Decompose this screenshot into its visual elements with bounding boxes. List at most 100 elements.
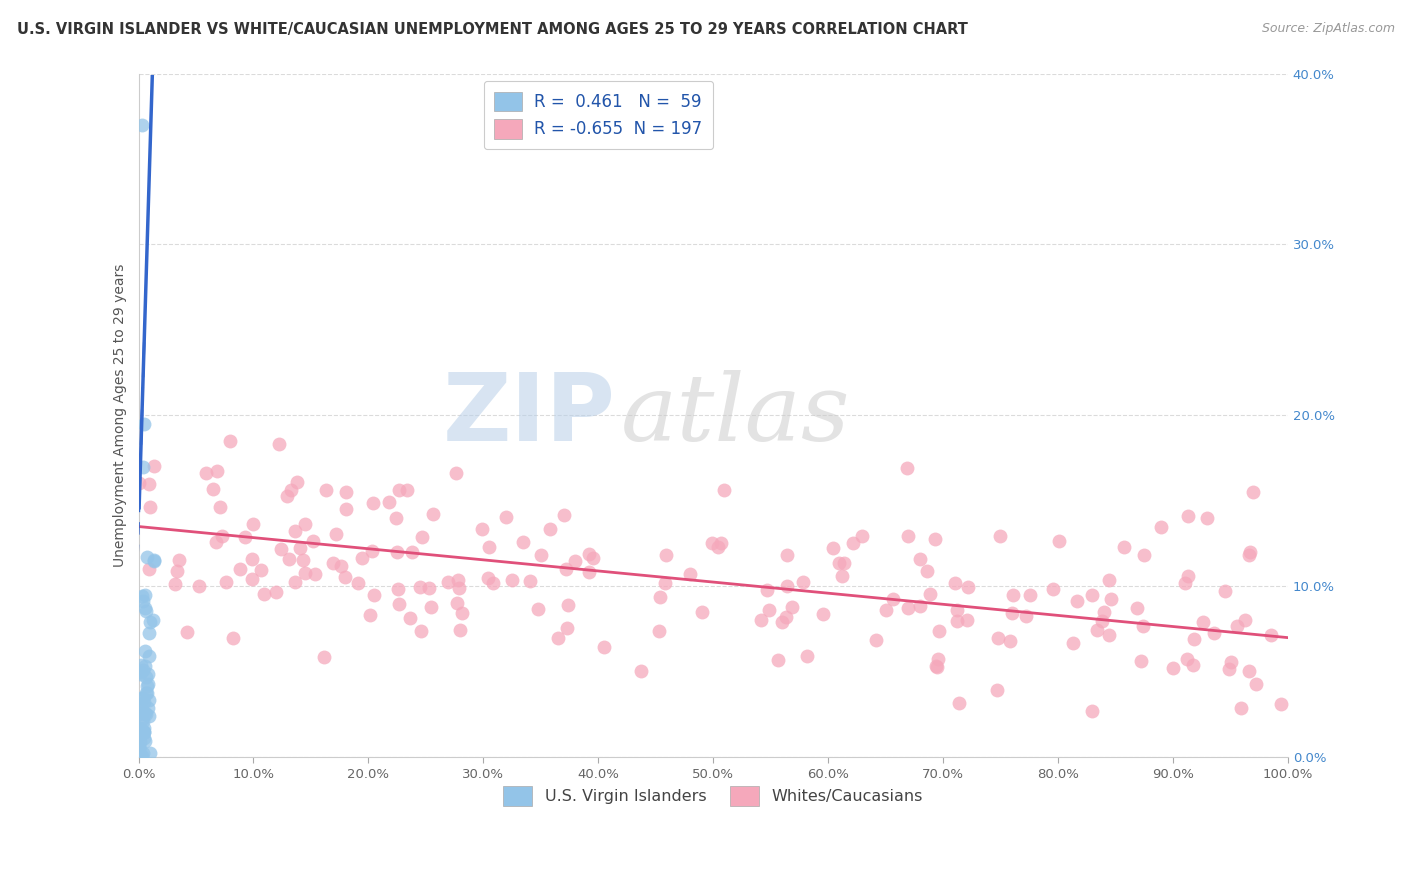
Point [138, 677, 160, 691]
Point [409, 624, 432, 639]
Point [131, 725, 153, 739]
Point [285, 475, 308, 489]
Point [654, 575, 676, 590]
Point [770, 615, 793, 629]
Point [240, 552, 263, 566]
Point [1080, 588, 1102, 602]
Point [1192, 615, 1215, 630]
Point [897, 528, 920, 542]
Point [132, 746, 155, 760]
Point [335, 502, 357, 516]
Point [1099, 592, 1122, 607]
Point [277, 552, 299, 566]
Point [136, 549, 159, 564]
Point [134, 643, 156, 657]
Point [1241, 485, 1264, 500]
Point [240, 572, 263, 586]
Point [1001, 606, 1024, 620]
Point [1092, 605, 1115, 619]
Point [1150, 519, 1173, 533]
Point [128, 740, 150, 755]
Point [135, 604, 157, 618]
Point [361, 496, 384, 510]
Point [749, 613, 772, 627]
Point [1197, 511, 1219, 525]
Point [527, 602, 550, 616]
Point [553, 508, 575, 523]
Point [129, 735, 152, 749]
Point [437, 574, 460, 589]
Point [135, 670, 157, 684]
Point [363, 588, 385, 602]
Point [419, 600, 441, 615]
Point [1000, 634, 1022, 648]
Point [131, 703, 153, 717]
Point [315, 483, 337, 497]
Point [512, 535, 534, 549]
Point [713, 483, 735, 498]
Y-axis label: Unemployment Among Ages 25 to 29 years: Unemployment Among Ages 25 to 29 years [114, 264, 128, 567]
Point [132, 723, 155, 738]
Point [782, 599, 804, 614]
Point [1246, 676, 1268, 690]
Point [135, 706, 157, 721]
Point [132, 714, 155, 729]
Point [176, 625, 198, 640]
Point [478, 540, 501, 554]
Point [167, 553, 190, 567]
Point [128, 721, 150, 735]
Point [1239, 548, 1261, 562]
Point [915, 565, 938, 579]
Point [385, 511, 408, 525]
Point [219, 434, 242, 449]
Point [519, 574, 541, 588]
Point [284, 575, 307, 590]
Point [136, 666, 159, 681]
Point [139, 746, 162, 760]
Point [925, 659, 948, 673]
Point [388, 483, 411, 497]
Point [408, 580, 430, 594]
Point [1042, 582, 1064, 597]
Point [131, 723, 153, 738]
Point [214, 574, 236, 589]
Point [131, 748, 153, 763]
Point [1001, 588, 1024, 602]
Point [264, 585, 287, 599]
Point [557, 598, 579, 612]
Point [128, 747, 150, 762]
Point [288, 541, 311, 556]
Point [294, 566, 316, 580]
Point [131, 665, 153, 680]
Point [1226, 618, 1249, 632]
Point [135, 686, 157, 700]
Point [138, 625, 160, 640]
Point [1066, 593, 1088, 607]
Point [135, 686, 157, 700]
Point [128, 476, 150, 491]
Point [823, 541, 845, 555]
Point [792, 574, 814, 589]
Point [768, 653, 790, 667]
Point [529, 549, 551, 563]
Point [134, 588, 156, 602]
Point [482, 576, 505, 591]
Point [128, 707, 150, 722]
Point [1130, 655, 1153, 669]
Point [700, 536, 723, 550]
Point [564, 554, 586, 568]
Point [578, 547, 600, 561]
Point [142, 459, 165, 474]
Point [1161, 661, 1184, 675]
Point [446, 597, 468, 611]
Point [134, 417, 156, 431]
Point [128, 728, 150, 742]
Point [865, 632, 887, 647]
Point [477, 571, 499, 585]
Point [501, 573, 523, 587]
Point [233, 529, 256, 543]
Point [165, 577, 187, 591]
Point [270, 542, 292, 557]
Point [1126, 600, 1149, 615]
Point [1081, 704, 1104, 718]
